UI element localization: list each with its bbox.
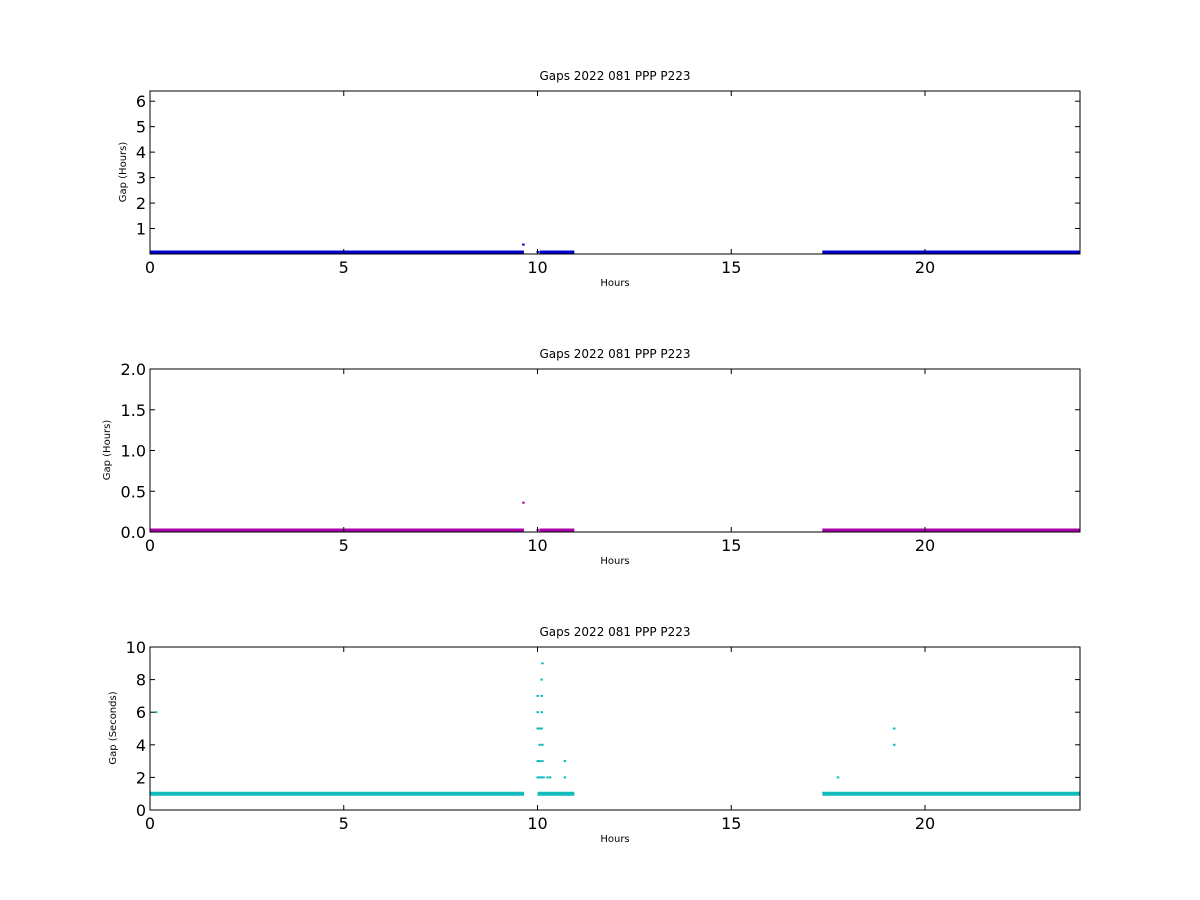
data-point — [563, 760, 567, 763]
x-tick-label: 5 — [339, 258, 349, 277]
y-tick-label: 10 — [126, 638, 146, 657]
chart-title: Gaps 2022 081 PPP P223 — [539, 347, 690, 361]
y-tick-label: 6 — [136, 703, 146, 722]
x-tick-label: 5 — [339, 814, 349, 833]
chart-title: Gaps 2022 081 PPP P223 — [539, 69, 690, 83]
data-point — [154, 711, 158, 714]
data-point — [542, 776, 545, 779]
data-point — [540, 694, 543, 697]
y-tick-label: 1.5 — [121, 401, 146, 420]
y-axis-label: Gap (Seconds) — [108, 691, 119, 764]
y-tick-label: 2.0 — [121, 360, 146, 379]
data-point — [563, 776, 567, 779]
x-tick-label: 10 — [527, 536, 547, 555]
plot-area: 0 5 10 15 20 0 2 4 6 8 10 — [126, 638, 1081, 833]
y-tick-label: 3 — [136, 169, 146, 188]
plot-area: 0 5 10 15 20 1 2 3 4 5 6 — [136, 90, 1081, 277]
x-tick-label: 20 — [915, 536, 935, 555]
data-point — [541, 760, 544, 763]
data-point — [540, 776, 543, 779]
data-point — [522, 501, 525, 504]
y-axis-label: Gap (Hours) — [118, 142, 129, 203]
data-point — [540, 727, 543, 730]
y-tick-label: 2 — [136, 194, 146, 213]
x-tick-label: 20 — [915, 814, 935, 833]
x-tick-label: 0 — [145, 258, 155, 277]
data-point — [546, 776, 549, 779]
data-point — [538, 776, 541, 779]
x-tick-label: 15 — [721, 536, 741, 555]
x-tick-label: 5 — [339, 536, 349, 555]
data-point — [540, 711, 543, 714]
y-tick-label: 6 — [136, 92, 146, 111]
chart-panel-2: Gaps 2022 081 PPP P223 Hours Gap (Hours)… — [102, 347, 1081, 567]
y-tick-label: 5 — [136, 118, 146, 137]
y-tick-label: 4 — [136, 143, 146, 162]
x-tick-label: 10 — [527, 258, 547, 277]
y-tick-label: 0.5 — [121, 482, 146, 501]
x-tick-label: 20 — [915, 258, 935, 277]
axes-frame — [149, 368, 1081, 533]
data-point — [541, 743, 544, 746]
x-axis-label: Hours — [600, 834, 629, 845]
data-point — [522, 243, 525, 246]
data-point — [538, 727, 541, 730]
x-tick-label: 10 — [527, 814, 547, 833]
x-tick-label: 0 — [145, 536, 155, 555]
x-tick-label: 0 — [145, 814, 155, 833]
y-axis-label: Gap (Hours) — [102, 420, 113, 481]
data-point — [154, 528, 158, 531]
y-tick-label: 0 — [136, 801, 146, 820]
data-point — [536, 727, 539, 730]
axes-frame — [149, 646, 1081, 811]
data-point — [536, 711, 539, 714]
chart-panel-3: Gaps 2022 081 PPP P223 Hours Gap (Second… — [108, 625, 1081, 845]
data-point — [541, 662, 544, 665]
data-point — [540, 678, 543, 681]
data-point — [538, 743, 541, 746]
x-tick-label: 15 — [721, 814, 741, 833]
data-point — [836, 776, 840, 779]
data-point — [536, 760, 539, 763]
data-point — [536, 776, 539, 779]
y-tick-label: 0.0 — [121, 523, 146, 542]
data-point — [548, 776, 552, 779]
y-tick-label: 1 — [136, 220, 146, 239]
chart-panel-1: Gaps 2022 081 PPP P223 Hours Gap (Hours)… — [118, 69, 1081, 289]
x-axis-label: Hours — [600, 556, 629, 567]
plot-area: 0 5 10 15 20 0.0 0.5 1.0 1.5 2.0 — [121, 360, 1081, 555]
data-point — [893, 743, 896, 746]
data-point — [536, 694, 539, 697]
y-tick-label: 4 — [136, 736, 146, 755]
axes-frame — [149, 90, 1081, 255]
data-point — [893, 727, 896, 730]
y-tick-label: 1.0 — [121, 442, 146, 461]
x-axis-label: Hours — [600, 278, 629, 289]
y-tick-label: 8 — [136, 671, 146, 690]
chart-title: Gaps 2022 081 PPP P223 — [539, 625, 690, 639]
x-tick-label: 15 — [721, 258, 741, 277]
data-point — [538, 760, 541, 763]
y-tick-label: 2 — [136, 768, 146, 787]
